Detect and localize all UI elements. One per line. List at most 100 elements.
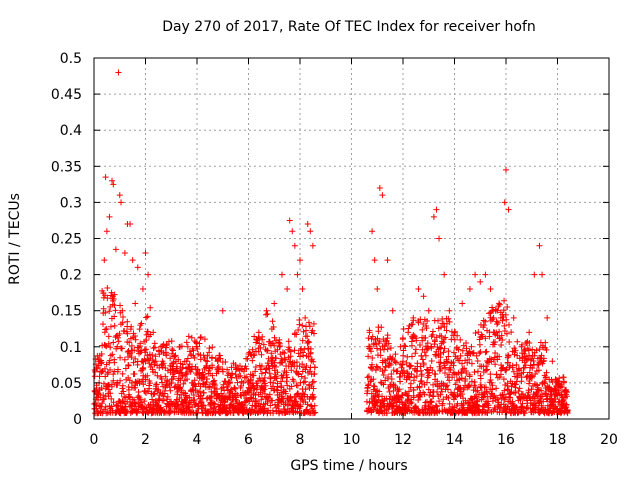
data-point — [209, 362, 216, 369]
data-point — [310, 393, 317, 400]
data-point — [426, 392, 433, 399]
data-point — [488, 308, 495, 315]
data-point — [431, 338, 438, 345]
data-point — [177, 360, 184, 367]
data-points — [91, 69, 571, 417]
data-point — [474, 387, 481, 394]
data-point — [270, 410, 277, 417]
data-point — [533, 347, 540, 354]
data-point — [302, 314, 309, 321]
data-point — [459, 360, 466, 367]
data-point — [281, 355, 288, 362]
data-point — [255, 348, 262, 355]
data-point — [258, 363, 265, 370]
data-point — [513, 361, 520, 368]
data-point — [168, 338, 175, 345]
data-point — [293, 331, 300, 338]
data-point — [125, 362, 132, 369]
data-point — [262, 369, 269, 376]
data-point — [122, 365, 129, 372]
data-point — [112, 246, 119, 253]
data-point — [536, 346, 543, 353]
data-point — [486, 333, 493, 340]
data-point — [405, 325, 412, 332]
data-point — [510, 314, 517, 321]
data-point — [445, 353, 452, 360]
data-point — [375, 328, 382, 335]
data-point — [310, 320, 317, 327]
data-point — [501, 396, 508, 403]
data-point — [417, 363, 424, 370]
data-point — [195, 371, 202, 378]
data-point — [111, 359, 118, 366]
data-point — [418, 372, 425, 379]
data-point — [110, 371, 117, 378]
data-point — [184, 355, 191, 362]
data-point — [297, 353, 304, 360]
data-point — [475, 329, 482, 336]
data-point — [440, 349, 447, 356]
data-point — [147, 331, 154, 338]
data-point — [295, 326, 302, 333]
data-point — [287, 348, 294, 355]
data-point — [197, 334, 204, 341]
data-point — [185, 333, 192, 340]
data-point — [153, 381, 160, 388]
data-point — [466, 286, 473, 293]
data-point — [223, 383, 230, 390]
data-point — [417, 393, 424, 400]
data-point — [384, 346, 391, 353]
data-point — [556, 375, 563, 382]
data-point — [136, 350, 143, 357]
data-point — [237, 392, 244, 399]
data-point — [121, 327, 128, 334]
data-point — [128, 323, 135, 330]
x-tick-label: 16 — [497, 432, 515, 448]
data-point — [186, 394, 193, 401]
data-point — [398, 364, 405, 371]
data-point — [526, 377, 533, 384]
data-point — [170, 373, 177, 380]
data-point — [373, 363, 380, 370]
data-point — [555, 399, 562, 406]
data-point — [385, 340, 392, 347]
data-point — [102, 309, 109, 316]
data-point — [366, 345, 373, 352]
data-point — [459, 366, 466, 373]
data-point — [493, 385, 500, 392]
data-point — [257, 344, 264, 351]
data-point — [289, 228, 296, 235]
data-point — [512, 381, 519, 388]
data-point — [371, 383, 378, 390]
data-point — [402, 343, 409, 350]
data-point — [160, 383, 167, 390]
data-point — [108, 381, 115, 388]
data-point — [280, 395, 287, 402]
data-point — [529, 346, 536, 353]
data-point — [119, 370, 126, 377]
data-point — [492, 349, 499, 356]
data-point — [508, 329, 515, 336]
data-point — [366, 327, 373, 334]
data-point — [259, 393, 266, 400]
data-point — [460, 385, 467, 392]
data-point — [231, 384, 238, 391]
data-point — [438, 388, 445, 395]
data-point — [144, 372, 151, 379]
data-point — [154, 372, 161, 379]
data-point — [178, 343, 185, 350]
data-point — [262, 382, 269, 389]
data-point — [502, 393, 509, 400]
data-point — [412, 346, 419, 353]
data-point — [498, 365, 505, 372]
data-point — [539, 271, 546, 278]
data-point — [116, 192, 123, 199]
data-point — [496, 374, 503, 381]
data-point — [534, 384, 541, 391]
data-point — [102, 403, 109, 410]
data-point — [419, 326, 426, 333]
data-point — [118, 199, 125, 206]
data-point — [227, 408, 234, 415]
data-point — [408, 321, 415, 328]
